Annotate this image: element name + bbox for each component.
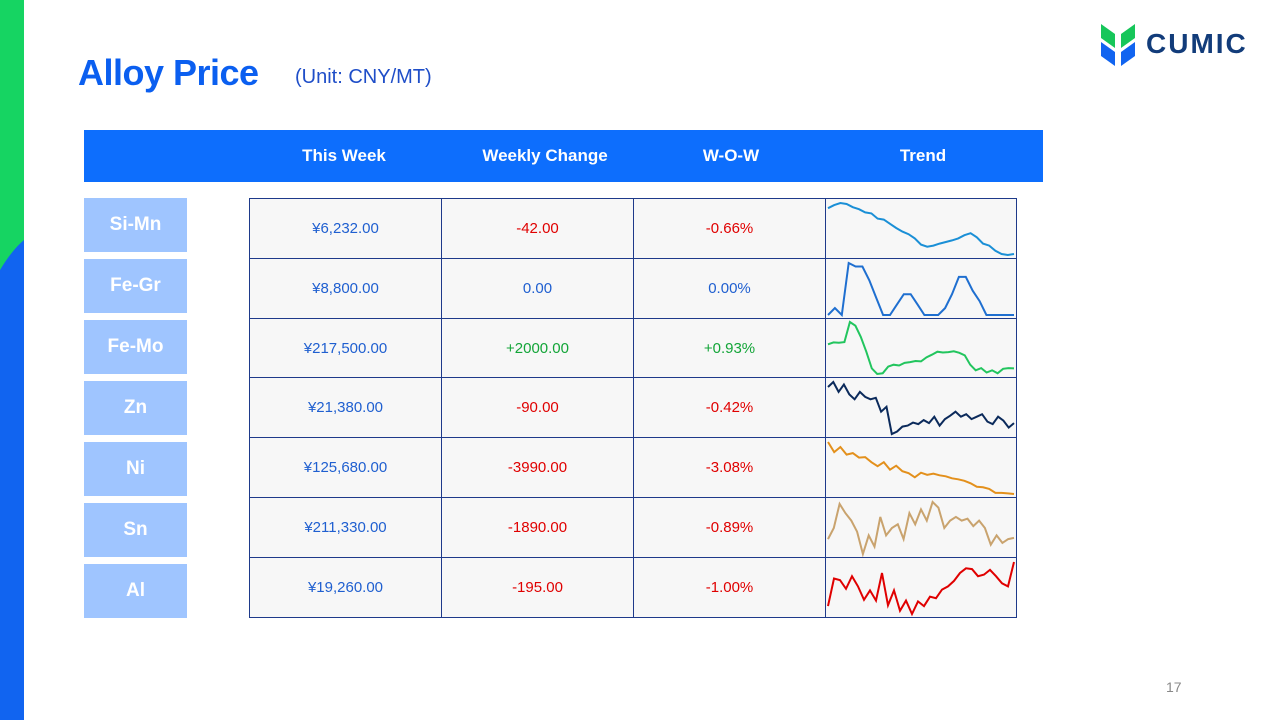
- this-week-cell: ¥6,232.00: [249, 198, 442, 259]
- trend-sparkline: [827, 260, 1014, 317]
- weekly-change-cell: -3990.00: [441, 437, 634, 498]
- table-row: ¥125,680.00 -3990.00 -3.08%: [249, 437, 1017, 498]
- weekly-change-cell: -90.00: [441, 377, 634, 438]
- trend-line: [827, 201, 1015, 256]
- unit-subtitle: (Unit: CNY/MT): [295, 66, 432, 88]
- weekly-change-cell: -42.00: [441, 198, 634, 259]
- row-label-al: Al: [84, 564, 187, 618]
- trend-sparkline: [827, 201, 1015, 256]
- wow-cell: -1.00%: [633, 557, 826, 618]
- table-row: ¥19,260.00 -195.00 -1.00%: [249, 557, 1017, 618]
- table-row: ¥211,330.00 -1890.00 -0.89%: [249, 497, 1017, 558]
- this-week-cell: ¥21,380.00: [249, 377, 442, 438]
- table-row: ¥8,800.00 0.00 0.00%: [249, 258, 1017, 319]
- header-this-week: This Week: [302, 146, 386, 165]
- header-weekly-change: Weekly Change: [482, 146, 608, 165]
- trend-sparkline: [827, 561, 1015, 616]
- weekly-change-cell: +2000.00: [441, 318, 634, 378]
- trend-line: [827, 440, 1015, 495]
- trend-cell: [825, 318, 1017, 378]
- header-wow: W-O-W: [702, 146, 760, 165]
- trend-sparkline: [827, 499, 1015, 557]
- trend-cell: [825, 497, 1017, 558]
- page-title: Alloy Price: [78, 52, 259, 93]
- row-label-zn: Zn: [84, 381, 187, 435]
- trend-cell: [825, 437, 1017, 498]
- this-week-cell: ¥125,680.00: [249, 437, 442, 498]
- this-week-cell: ¥8,800.00: [249, 258, 442, 319]
- table-row: ¥21,380.00 -90.00 -0.42%: [249, 377, 1017, 438]
- price-table: ¥6,232.00 -42.00 -0.66% ¥8,800.00 0.00 0…: [249, 198, 1017, 618]
- this-week-cell: ¥211,330.00: [249, 497, 442, 558]
- row-label-fe-gr: Fe-Gr: [84, 259, 187, 313]
- trend-line: [827, 561, 1015, 616]
- row-label-ni: Ni: [84, 442, 187, 496]
- this-week-cell: ¥19,260.00: [249, 557, 442, 618]
- trend-cell: [825, 557, 1017, 618]
- trend-line: [827, 379, 1015, 435]
- company-logo: CUMIC: [1099, 20, 1259, 68]
- trend-cell: [825, 377, 1017, 438]
- logo-mark-icon: [1101, 24, 1135, 66]
- wow-cell: +0.93%: [633, 318, 826, 378]
- page-number: 17: [1166, 679, 1182, 695]
- trend-cell: [825, 198, 1017, 259]
- weekly-change-cell: 0.00: [441, 258, 634, 319]
- this-week-cell: ¥217,500.00: [249, 318, 442, 378]
- weekly-change-cell: -1890.00: [441, 497, 634, 558]
- wow-cell: -0.66%: [633, 198, 826, 259]
- wow-cell: 0.00%: [633, 258, 826, 319]
- row-label-fe-mo: Fe-Mo: [84, 320, 187, 374]
- side-accent-bar: [0, 0, 24, 720]
- logo-text: CUMIC: [1146, 28, 1248, 59]
- table-header: This Week Weekly Change W-O-W Trend: [84, 130, 1043, 182]
- row-label-sn: Sn: [84, 503, 187, 557]
- wow-cell: -0.42%: [633, 377, 826, 438]
- trend-cell: [825, 258, 1017, 319]
- trend-sparkline: [827, 379, 1015, 435]
- table-row: ¥217,500.00 +2000.00 +0.93%: [249, 318, 1017, 378]
- weekly-change-cell: -195.00: [441, 557, 634, 618]
- wow-cell: -0.89%: [633, 497, 826, 558]
- trend-line: [827, 320, 1015, 376]
- trend-line: [827, 499, 1015, 557]
- trend-line: [827, 260, 1014, 317]
- header-trend: Trend: [899, 146, 947, 165]
- trend-sparkline: [827, 320, 1015, 376]
- trend-sparkline: [827, 440, 1015, 495]
- row-label-si-mn: Si-Mn: [84, 198, 187, 252]
- wow-cell: -3.08%: [633, 437, 826, 498]
- table-row: ¥6,232.00 -42.00 -0.66%: [249, 198, 1017, 259]
